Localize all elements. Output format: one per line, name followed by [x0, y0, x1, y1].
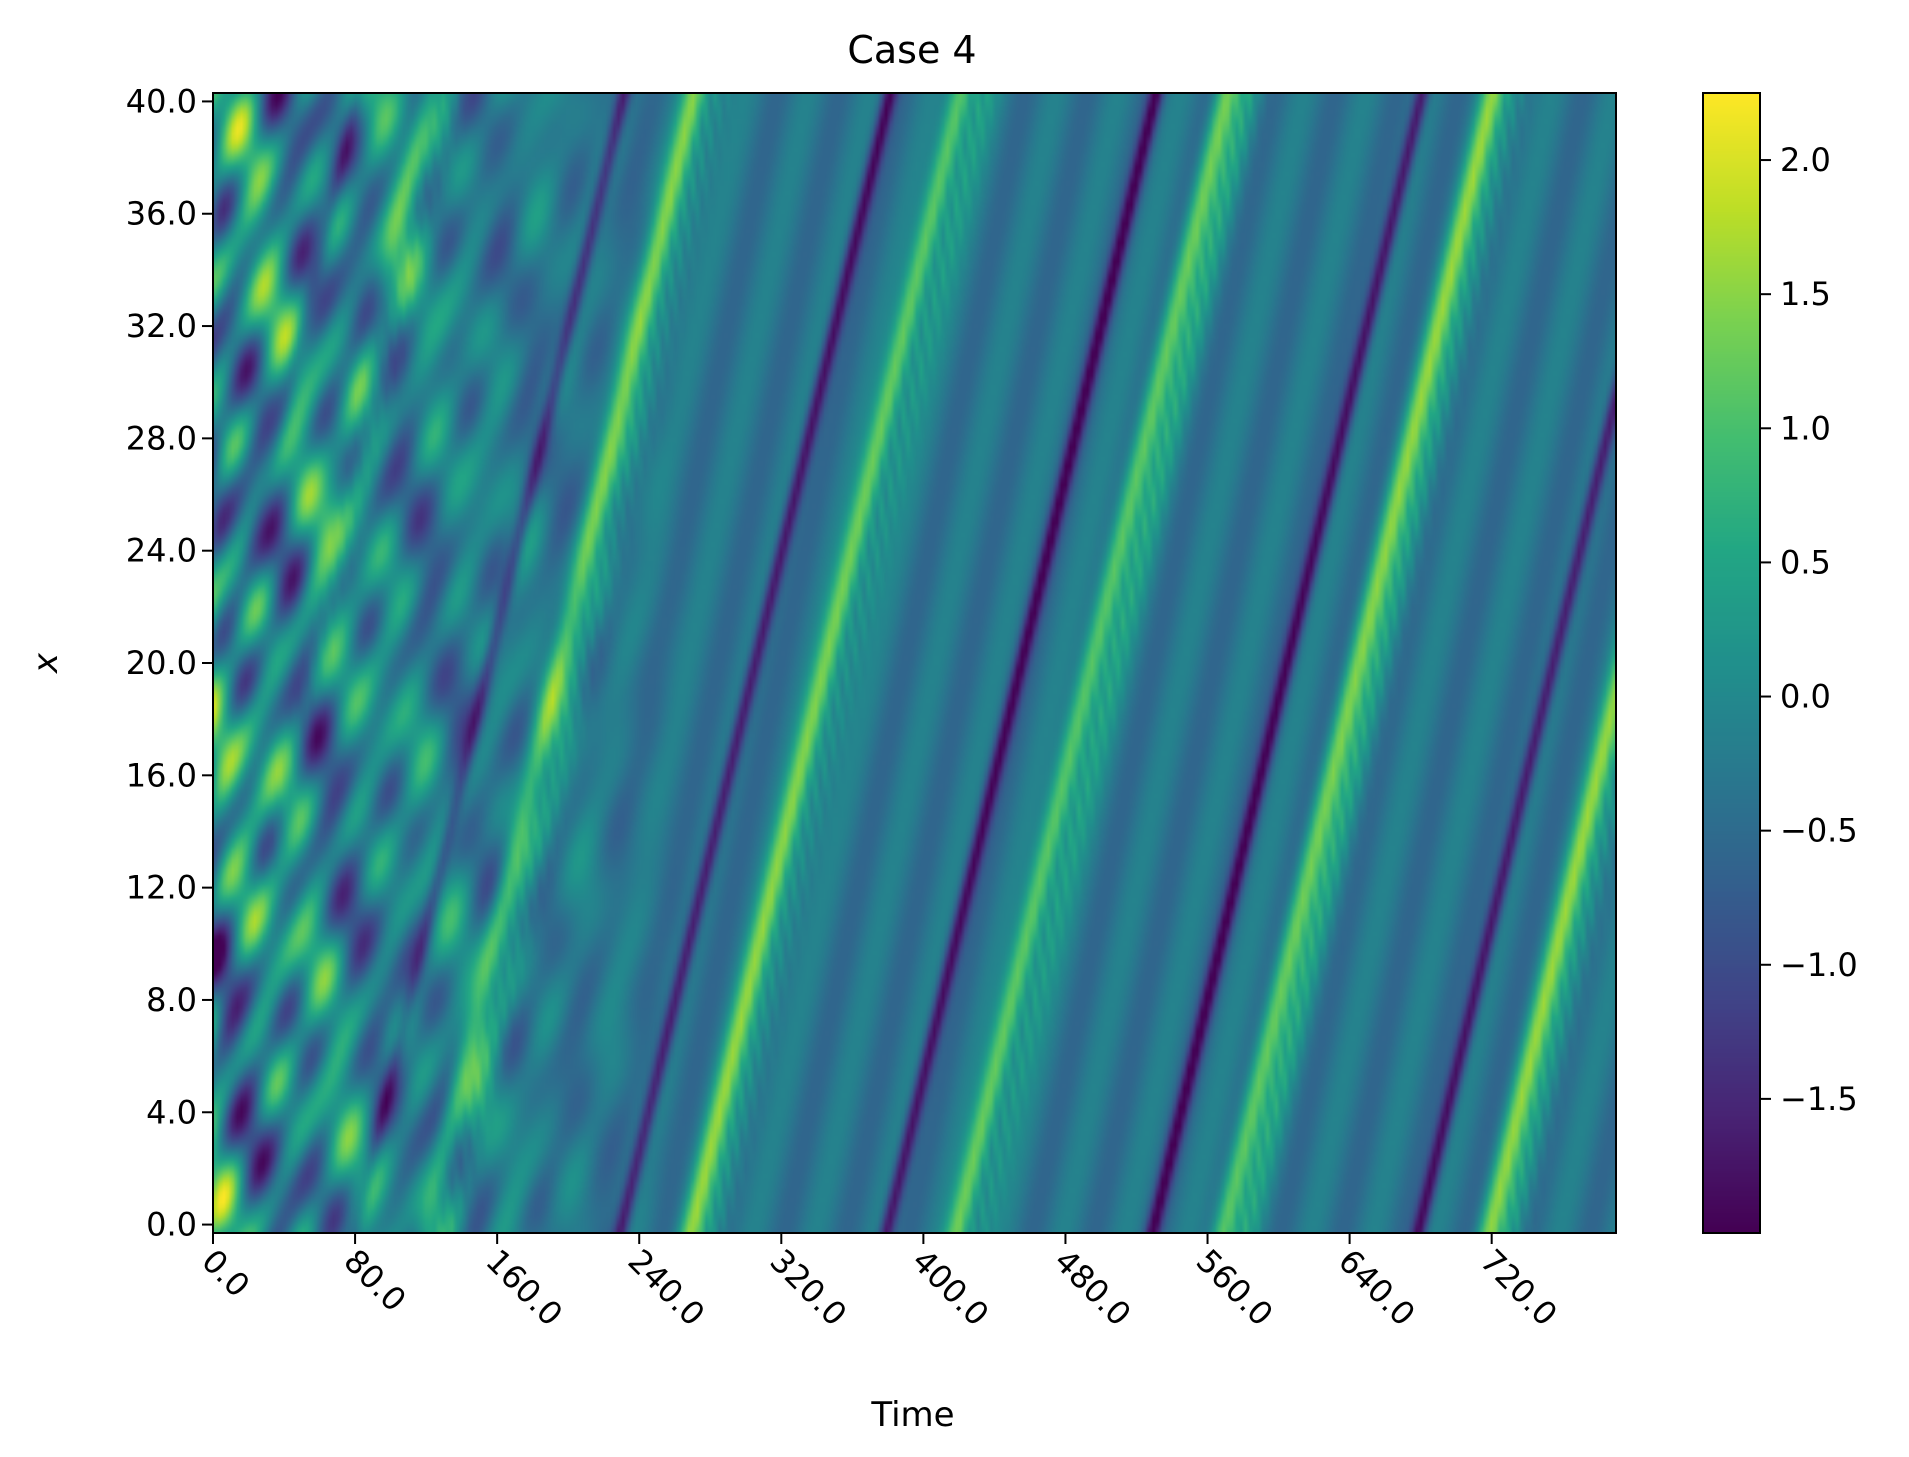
x-tick-label: 560.0	[1189, 1242, 1281, 1334]
x-tick-label: 480.0	[1047, 1242, 1139, 1334]
colorbar-tick-label: 1.0	[1780, 409, 1831, 447]
colorbar-axis: −1.5 −1.0 −0.5 0.0 0.5 1.0 1.5 2.0	[1760, 141, 1858, 1118]
colorbar-frame	[1702, 92, 1761, 1234]
y-tick-label: 36.0	[126, 195, 197, 233]
colorbar: −1.5 −1.0 −0.5 0.0 0.5 1.0 1.5 2.0	[1702, 92, 1858, 1234]
heatmap-image	[213, 93, 1616, 1233]
y-tick-label: 32.0	[126, 307, 197, 345]
y-axis-label: x	[26, 652, 66, 674]
x-axis: 0.0 80.0 160.0 240.0 320.0 400.0 480.0 560.0 640…	[194, 1233, 1565, 1334]
x-tick-label: 240.0	[621, 1242, 713, 1334]
x-tick-label: 640.0	[1331, 1242, 1423, 1334]
y-axis: 0.0 4.0 8.0 12.0 16.0 20.0 24.0 28.0 32.0 36.0 40.…	[126, 82, 213, 1244]
colorbar-tick-label: −0.5	[1780, 812, 1858, 850]
colorbar-tick-label: 2.0	[1780, 141, 1831, 179]
x-axis-label: Time	[870, 1395, 954, 1435]
y-tick-label: 12.0	[126, 869, 197, 907]
x-tick-label: 0.0	[194, 1242, 257, 1305]
colorbar-tick-label: −1.0	[1780, 946, 1858, 984]
plot-area	[212, 92, 1617, 1234]
colorbar-gradient	[1703, 93, 1760, 1233]
x-tick-label: 720.0	[1473, 1242, 1565, 1334]
y-tick-label: 24.0	[126, 532, 197, 570]
x-tick-label: 80.0	[336, 1242, 413, 1319]
x-tick-label: 400.0	[905, 1242, 997, 1334]
y-tick-label: 28.0	[126, 419, 197, 457]
colorbar-tick-label: 0.5	[1780, 543, 1831, 581]
y-tick-label: 8.0	[146, 981, 197, 1019]
colorbar-tick-label: 0.0	[1780, 678, 1831, 716]
y-tick-label: 40.0	[126, 82, 197, 120]
colorbar-tick-label: 1.5	[1780, 275, 1831, 313]
chart-title: Case 4	[847, 28, 976, 72]
x-tick-label: 320.0	[763, 1242, 855, 1334]
y-tick-label: 0.0	[146, 1206, 197, 1244]
y-tick-label: 20.0	[126, 644, 197, 682]
y-tick-label: 16.0	[126, 756, 197, 794]
y-tick-label: 4.0	[146, 1093, 197, 1131]
x-tick-label: 160.0	[478, 1242, 570, 1334]
colorbar-tick-label: −1.5	[1780, 1080, 1858, 1118]
